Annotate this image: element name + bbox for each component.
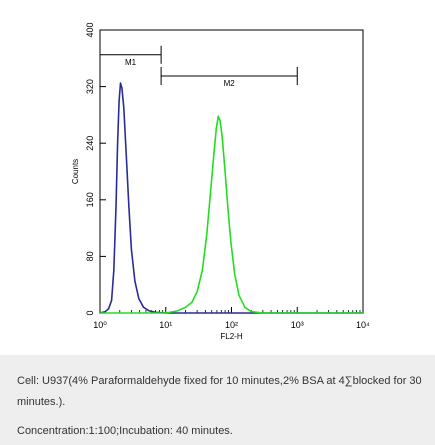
x-tick-label: 10¹ [159,320,172,330]
x-tick-label: 10² [225,320,238,330]
histogram-series-1 [99,82,363,314]
y-tick-label: 320 [85,79,95,94]
y-tick-label: 240 [85,136,95,151]
y-tick-label: 160 [85,192,95,207]
caption-concentration: Concentration:1:100;Incubation: 40 minut… [17,425,233,437]
flow-cytometry-figure: 0 80 160 240 320 400 10⁰ 10¹ 10² 10³ 10⁴ FL2-H Count… [71,22,371,341]
x-tick-label: 10⁰ [93,320,107,330]
y-tick-label: 80 [85,251,95,261]
y-axis-label: Counts [71,159,80,184]
caption-cell-info: Cell: U937(4% Paraformaldehyde fixed for… [17,375,422,408]
plot-frame [99,29,364,314]
histogram-chart: 0 80 160 240 320 400 10⁰ 10¹ 10² 10³ 10⁴ FL2-H Count… [71,22,370,341]
gate-m2-label: M2 [224,79,236,88]
y-tick-label: 400 [85,22,95,37]
gate-m1-label: M1 [125,58,137,67]
figure-caption: Cell: U937(4% Paraformaldehyde fixed for… [0,355,435,445]
y-tick-label: 0 [85,310,95,315]
x-tick-label: 10³ [291,320,304,330]
x-tick-label: 10⁴ [356,320,370,330]
histogram-series-2 [100,115,363,314]
x-axis-label: FL2-H [220,332,242,341]
